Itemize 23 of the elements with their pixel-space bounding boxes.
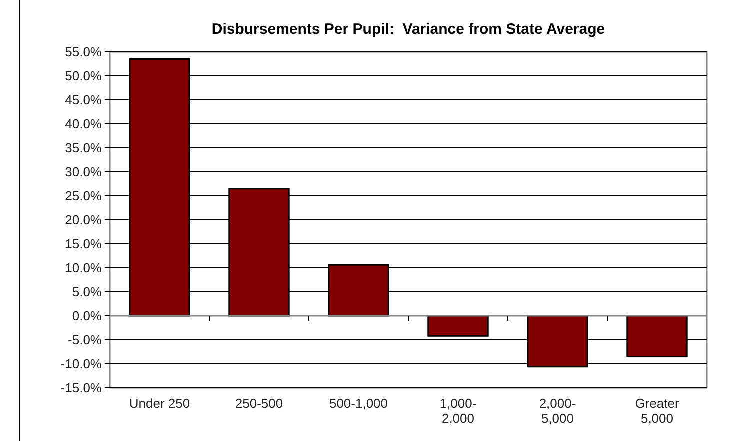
y-tick-label: 40.0% [65, 116, 102, 132]
y-tick-label: 55.0% [65, 44, 102, 60]
x-tick-label: 500-1,000 [329, 396, 388, 411]
x-tick-label: 2,000- 5,000 [539, 396, 576, 426]
y-tick-label: -15.0% [60, 380, 102, 396]
y-tick-label: 0.0% [72, 308, 102, 324]
y-tick-label: 30.0% [65, 164, 102, 180]
y-tick-label: 20.0% [65, 212, 102, 228]
x-tick-label: Greater 5,000 [635, 396, 680, 426]
y-tick-label: 15.0% [65, 236, 102, 252]
chart-title: Disbursements Per Pupil: Variance from State Average [212, 21, 606, 38]
y-tick-label: 5.0% [72, 284, 102, 300]
y-tick-label: -10.0% [60, 356, 102, 372]
y-tick-label: 50.0% [65, 68, 102, 84]
y-tick-label: 10.0% [65, 260, 102, 276]
x-tick-label: 1,000- 2,000 [440, 396, 477, 426]
x-tick-label: 250-500 [235, 396, 284, 411]
y-tick-label: -5.0% [68, 332, 102, 348]
y-tick-label: 35.0% [65, 140, 102, 156]
bar [428, 315, 489, 337]
y-tick-label: 45.0% [65, 92, 102, 108]
x-tick-label: Under 250 [129, 396, 190, 411]
y-tick-label: 25.0% [65, 188, 102, 204]
